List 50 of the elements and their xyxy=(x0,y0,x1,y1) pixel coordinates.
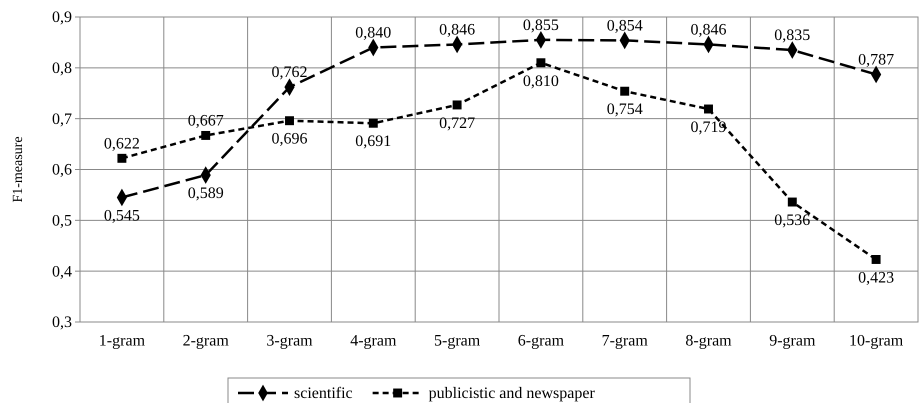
data-label: 0,846 xyxy=(690,21,726,38)
data-label: 0,545 xyxy=(104,207,140,224)
point xyxy=(872,255,881,264)
y-tick-label: 0,4 xyxy=(52,263,72,280)
y-tick-label: 0,6 xyxy=(52,162,72,179)
data-label: 0,754 xyxy=(606,101,643,118)
data-label: 0,854 xyxy=(606,17,643,34)
x-tick-label: 8-gram xyxy=(685,332,732,350)
data-label: 0,423 xyxy=(858,269,894,286)
x-tick-label: 4-gram xyxy=(350,332,397,350)
x-tick-label: 2-gram xyxy=(182,332,230,350)
point xyxy=(117,154,126,163)
point xyxy=(536,58,546,68)
data-label: 0,846 xyxy=(439,21,476,38)
x-tick-label: 10-gram xyxy=(849,332,904,350)
point xyxy=(285,116,294,126)
legend-label: scientific xyxy=(294,385,353,402)
data-label: 0,622 xyxy=(104,135,140,152)
x-tick-label: 1-gram xyxy=(98,332,146,350)
x-tick-label: 9-gram xyxy=(769,332,816,350)
point xyxy=(788,198,797,207)
data-label: 0,719 xyxy=(690,119,726,136)
data-label: 0,840 xyxy=(355,24,392,42)
x-tick-label: 6-gram xyxy=(518,332,565,350)
data-label: 0,762 xyxy=(272,64,308,82)
y-tick-label: 0,7 xyxy=(52,110,72,128)
y-tick-label: 0,8 xyxy=(52,60,72,77)
data-label: 0,727 xyxy=(439,114,476,132)
point xyxy=(620,86,630,96)
data-label: 0,835 xyxy=(774,27,810,44)
data-label: 0,536 xyxy=(774,212,810,230)
point xyxy=(368,118,378,128)
data-label: 0,696 xyxy=(272,130,308,148)
y-tick-label: 0,3 xyxy=(52,314,72,332)
x-tick-label: 3-gram xyxy=(266,332,314,350)
x-tick-label: 7-gram xyxy=(602,332,648,350)
data-label: 0,855 xyxy=(522,16,559,34)
data-label: 0,810 xyxy=(522,72,559,90)
data-label: 0,667 xyxy=(188,112,224,130)
data-label: 0,589 xyxy=(188,185,224,202)
point xyxy=(201,130,210,140)
y-tick-label: 0,5 xyxy=(52,212,72,230)
point xyxy=(452,100,462,110)
y-axis-title: F1-measure xyxy=(11,136,26,203)
x-tick-label: 5-gram xyxy=(434,332,481,350)
legend-label: publicistic and newspaper xyxy=(428,385,596,402)
data-label: 0,691 xyxy=(355,133,392,150)
point xyxy=(704,104,713,114)
y-tick-label: 0,9 xyxy=(52,9,72,26)
data-label: 0,787 xyxy=(858,51,894,68)
